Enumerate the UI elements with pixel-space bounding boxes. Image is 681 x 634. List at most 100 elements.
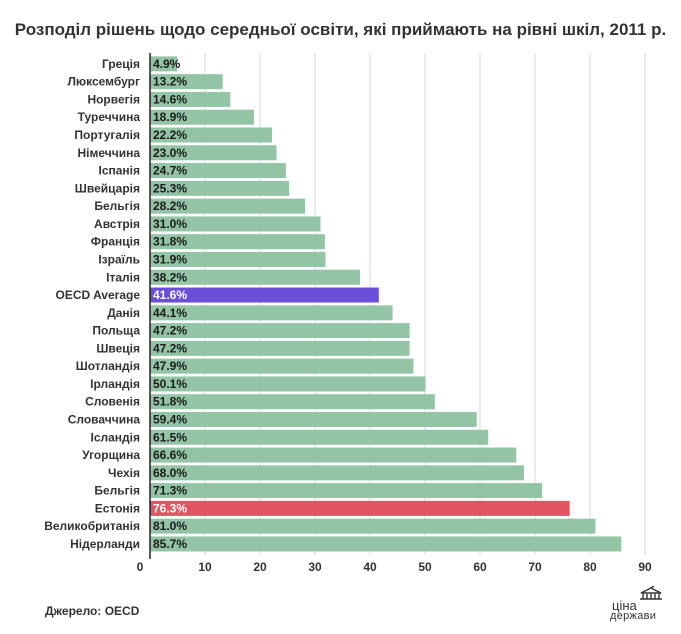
category-label: Норвегія [87, 92, 140, 106]
data-label: 47.2% [153, 341, 187, 355]
x-tick-label: 90 [638, 560, 652, 574]
chart-title: Розподіл рішень щодо середньої освіти, я… [14, 20, 667, 39]
category-label: Польща [92, 324, 140, 338]
data-label: 71.3% [153, 484, 187, 498]
building-icon [640, 586, 662, 600]
brand-logo: ціна держави [606, 586, 670, 626]
x-tick-label: 10 [198, 560, 212, 574]
category-label: Італія [106, 270, 140, 284]
bar [150, 305, 393, 321]
x-tick-label: 30 [308, 560, 322, 574]
category-label: Туреччина [78, 110, 141, 124]
data-label: 51.8% [153, 395, 187, 409]
bar [150, 127, 273, 143]
data-label: 66.6% [153, 448, 187, 462]
category-label: Словаччина [68, 412, 141, 426]
data-label: 47.2% [153, 324, 187, 338]
logo-text-line2: держави [610, 610, 657, 622]
data-label: 31.9% [153, 252, 187, 266]
category-label: Великобританія [44, 519, 140, 533]
data-label: 13.2% [153, 75, 187, 89]
x-tick-label: 70 [528, 560, 542, 574]
data-label: 28.2% [153, 199, 187, 213]
bar [150, 145, 277, 161]
category-label: Нідерланди [70, 537, 140, 551]
bar [150, 180, 290, 196]
bar [150, 518, 596, 534]
bar [150, 429, 489, 445]
bar [150, 56, 177, 72]
bar [150, 216, 321, 232]
data-label: 25.3% [153, 181, 187, 195]
data-label: 50.1% [153, 377, 187, 391]
bar [150, 109, 254, 125]
bar [150, 376, 426, 392]
category-label: Бельгія [94, 199, 140, 213]
data-label: 14.6% [153, 92, 187, 106]
data-label: 76.3% [153, 501, 187, 515]
category-label: Австрія [94, 217, 140, 231]
bar [150, 198, 306, 214]
bar [150, 163, 286, 179]
bar [150, 500, 570, 516]
category-label: Німеччина [78, 146, 141, 160]
bar [150, 358, 414, 374]
bar [150, 447, 517, 463]
category-label: Естонія [95, 501, 140, 515]
data-label: 85.7% [153, 537, 187, 551]
category-label: Греція [102, 57, 140, 71]
data-label: 22.2% [153, 128, 187, 142]
data-label: 31.0% [153, 217, 187, 231]
data-label: 59.4% [153, 412, 187, 426]
data-label: 47.9% [153, 359, 187, 373]
category-label: Словенія [85, 395, 140, 409]
data-label: 38.2% [153, 270, 187, 284]
category-label: Швеція [96, 341, 140, 355]
bar [150, 465, 524, 481]
data-label: 18.9% [153, 110, 187, 124]
category-label: OECD Average [56, 288, 141, 302]
source-note: Джерело: OECD [45, 604, 139, 618]
bar [150, 74, 223, 90]
bar [150, 287, 379, 303]
category-label: Ісландія [90, 430, 140, 444]
data-label: 4.9% [153, 57, 181, 71]
x-tick-label: 80 [583, 560, 597, 574]
data-label: 24.7% [153, 164, 187, 178]
data-label: 68.0% [153, 466, 187, 480]
category-label: Люксембург [67, 75, 140, 89]
category-label: Ірландія [90, 377, 140, 391]
bar [150, 91, 231, 107]
category-label: Чехія [108, 466, 140, 480]
data-label: 44.1% [153, 306, 187, 320]
x-tick-label: 40 [363, 560, 377, 574]
x-tick-label: 0 [137, 560, 144, 574]
category-label: Швейцарія [75, 181, 140, 195]
data-label: 23.0% [153, 146, 187, 160]
x-tick-label: 60 [473, 560, 487, 574]
x-tick-label: 50 [418, 560, 432, 574]
data-label: 61.5% [153, 430, 187, 444]
bar [150, 251, 326, 267]
category-label: Іспанія [98, 164, 140, 178]
category-label: Франція [91, 235, 140, 249]
bar [150, 269, 361, 285]
bar [150, 394, 435, 410]
category-label: Данія [107, 306, 140, 320]
logo-text-line1: ціна [612, 598, 637, 613]
bar [150, 483, 543, 499]
x-tick-label: 20 [253, 560, 267, 574]
category-label: Ізраїль [98, 252, 140, 266]
source-value: OECD [104, 604, 140, 618]
category-label: Шотландія [76, 359, 140, 373]
category-label: Угорщина [82, 448, 140, 462]
category-label: Бельгія [94, 484, 140, 498]
data-label: 31.8% [153, 235, 187, 249]
bar [150, 411, 477, 427]
bar [150, 340, 410, 356]
data-label: 41.6% [153, 288, 187, 302]
bar [150, 536, 622, 552]
category-label: Португалія [74, 128, 140, 142]
bar [150, 323, 410, 339]
